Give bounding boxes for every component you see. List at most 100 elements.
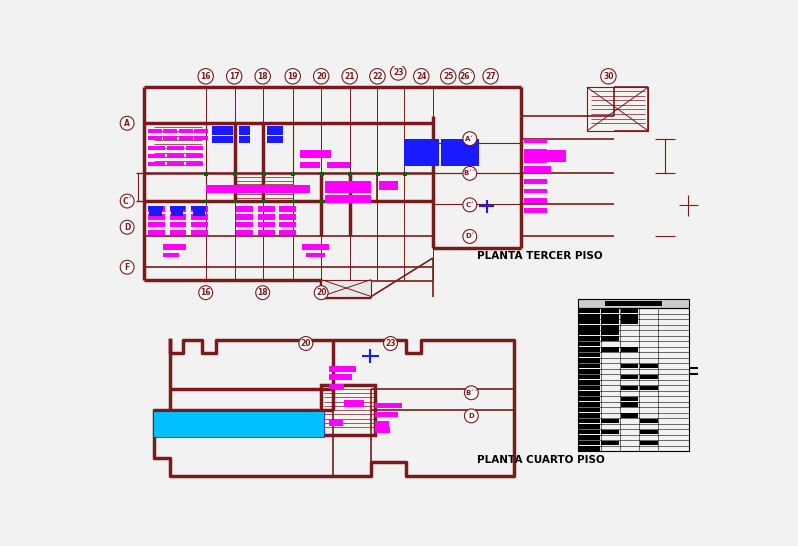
Bar: [191, 222, 208, 227]
Bar: [169, 206, 185, 210]
Bar: [187, 154, 203, 158]
Bar: [602, 308, 619, 313]
Bar: [267, 135, 282, 143]
Bar: [204, 199, 208, 203]
Text: 18: 18: [258, 288, 268, 297]
Bar: [149, 209, 162, 216]
Bar: [523, 168, 547, 173]
Circle shape: [463, 198, 476, 212]
Bar: [579, 325, 600, 330]
Bar: [148, 206, 165, 212]
Circle shape: [390, 65, 406, 80]
Circle shape: [120, 194, 134, 208]
Bar: [579, 424, 600, 429]
Bar: [258, 229, 275, 235]
Bar: [640, 441, 658, 446]
Bar: [579, 308, 600, 313]
Bar: [206, 173, 263, 201]
Bar: [236, 206, 254, 212]
Bar: [169, 229, 187, 235]
Bar: [602, 319, 619, 324]
Bar: [258, 206, 275, 212]
Text: 30: 30: [603, 72, 614, 81]
Circle shape: [483, 69, 498, 84]
Bar: [148, 229, 165, 235]
Bar: [236, 222, 254, 227]
Bar: [258, 214, 275, 219]
Text: D´: D´: [465, 234, 475, 240]
Bar: [602, 347, 619, 352]
Bar: [579, 446, 600, 451]
Bar: [578, 299, 689, 308]
Text: F: F: [124, 263, 130, 272]
Circle shape: [120, 260, 134, 274]
Bar: [523, 208, 547, 212]
Bar: [325, 181, 371, 193]
Bar: [472, 143, 521, 173]
Circle shape: [199, 286, 212, 300]
Text: 26´: 26´: [460, 72, 474, 81]
Bar: [291, 172, 295, 176]
Bar: [233, 172, 237, 176]
Circle shape: [255, 286, 270, 300]
Bar: [523, 165, 551, 173]
Bar: [523, 158, 547, 163]
Bar: [164, 136, 177, 140]
Bar: [148, 162, 165, 165]
Text: A´: A´: [465, 135, 474, 141]
Bar: [239, 126, 251, 135]
Bar: [587, 87, 649, 131]
Bar: [621, 319, 638, 324]
Text: B´´: B´´: [465, 390, 477, 396]
Bar: [321, 385, 375, 435]
Bar: [640, 430, 658, 435]
Bar: [621, 385, 638, 390]
Bar: [602, 314, 619, 319]
Bar: [579, 369, 600, 374]
Bar: [169, 214, 187, 219]
Bar: [262, 172, 266, 176]
Bar: [187, 146, 203, 150]
Bar: [206, 185, 310, 193]
Bar: [440, 139, 479, 165]
Bar: [621, 364, 638, 369]
Bar: [169, 206, 187, 212]
Bar: [179, 129, 192, 133]
Circle shape: [601, 69, 616, 84]
Bar: [523, 149, 547, 153]
Bar: [579, 314, 600, 319]
Text: B´´: B´´: [464, 170, 476, 176]
Polygon shape: [321, 280, 371, 296]
Bar: [169, 222, 187, 227]
Bar: [621, 347, 638, 352]
Circle shape: [314, 69, 329, 84]
Circle shape: [227, 69, 242, 84]
Bar: [523, 189, 547, 193]
Bar: [171, 209, 184, 216]
Bar: [602, 430, 619, 435]
Bar: [191, 206, 207, 210]
Bar: [379, 181, 398, 190]
Bar: [148, 214, 165, 219]
Bar: [579, 353, 600, 357]
Bar: [263, 123, 293, 173]
Bar: [148, 136, 162, 140]
Bar: [206, 123, 263, 173]
Bar: [306, 253, 325, 257]
Text: 24: 24: [416, 72, 427, 81]
Circle shape: [285, 69, 300, 84]
Bar: [263, 173, 321, 201]
Bar: [640, 385, 658, 390]
Text: 23: 23: [393, 68, 404, 77]
Bar: [602, 330, 619, 335]
Bar: [579, 341, 600, 346]
Text: C´: C´: [122, 197, 132, 205]
Circle shape: [440, 69, 456, 84]
Bar: [621, 413, 638, 418]
Bar: [258, 222, 275, 227]
Bar: [262, 199, 266, 203]
Circle shape: [413, 69, 429, 84]
Bar: [523, 150, 566, 162]
Bar: [375, 412, 398, 417]
Bar: [302, 244, 329, 250]
